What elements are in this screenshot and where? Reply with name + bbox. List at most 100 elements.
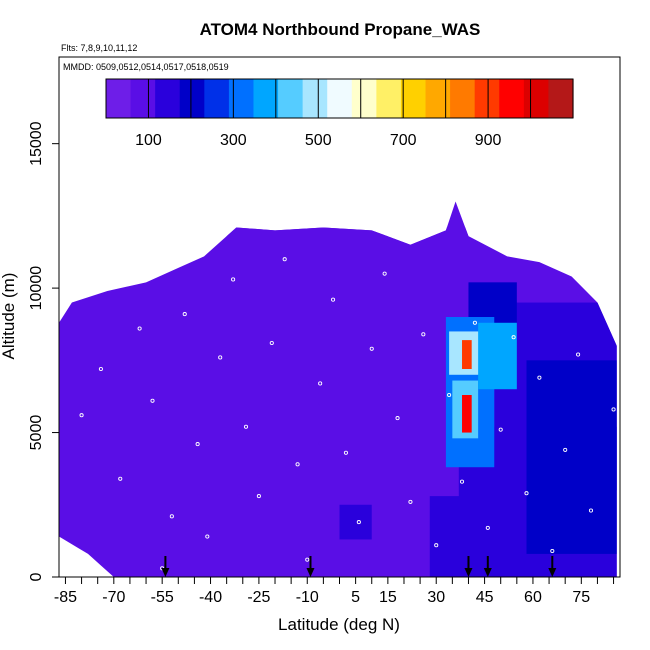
sample-point — [150, 398, 155, 403]
sample-point — [485, 525, 490, 530]
sample-point — [511, 335, 516, 340]
colorbar-swatch — [179, 79, 205, 118]
arrow-head — [306, 568, 315, 577]
colorbar-swatch — [278, 79, 304, 118]
arrow-marker — [161, 556, 170, 577]
sample-point — [169, 514, 174, 519]
colorbar-swatch — [376, 79, 402, 118]
sample-point — [343, 450, 348, 455]
sample-point — [408, 499, 413, 504]
sample-point — [218, 355, 223, 360]
sample-point — [79, 413, 84, 418]
sample-point — [182, 312, 187, 317]
sample-point — [447, 392, 452, 398]
colorbar-swatch — [130, 79, 156, 118]
concentration-cell — [462, 395, 472, 433]
sample-point — [295, 462, 300, 467]
sample-point — [524, 491, 529, 496]
x-axis-label: Latitude (deg N) — [278, 615, 400, 634]
concentration-cell — [226, 227, 469, 289]
x-tick-label: 45 — [476, 589, 494, 606]
sample-point — [576, 352, 581, 357]
sample-point — [601, 306, 606, 311]
colorbar-swatch — [106, 79, 132, 118]
x-tick-label: -55 — [151, 589, 174, 606]
concentration-cell — [462, 340, 472, 369]
sample-point — [611, 407, 616, 412]
sample-point — [588, 508, 594, 513]
x-tick-label: -10 — [296, 589, 319, 606]
colorbar-swatch — [499, 79, 525, 118]
concentration-cell — [339, 504, 372, 540]
plot-area — [59, 201, 617, 577]
sample-point — [550, 548, 555, 554]
sample-point — [243, 424, 249, 429]
concentration-cell — [478, 322, 517, 390]
colorbar-tick-label: 500 — [305, 132, 332, 149]
x-tick-label: 15 — [379, 589, 397, 606]
axes: -85 -70 -55 -40 -25 -10 5 15 30 45 60 75 0 5000 10000 1… — [28, 56, 621, 606]
arrow-marker — [483, 556, 492, 577]
sample-point — [195, 442, 200, 447]
colorbar-swatch — [450, 79, 476, 118]
sample-point — [98, 366, 103, 372]
sample-point — [256, 494, 261, 499]
colorbar-swatch — [425, 79, 451, 118]
sample-point — [269, 340, 274, 346]
colorbar-tick-label: 100 — [135, 132, 162, 149]
sample-point — [137, 326, 142, 331]
x-tick-label: 60 — [524, 589, 542, 606]
concentration-cell — [329, 418, 350, 468]
arrow-head — [464, 568, 473, 577]
sample-point — [318, 381, 323, 386]
sample-point — [382, 271, 387, 276]
concentration-field — [59, 201, 617, 577]
colorbar-frame — [105, 78, 574, 119]
sample-point — [459, 479, 465, 484]
sample-point — [563, 447, 568, 452]
arrow-marker — [306, 556, 315, 577]
concentration-cell — [429, 496, 469, 577]
colorbar-swatch — [548, 79, 574, 118]
y-tick-label: 10000 — [28, 266, 45, 311]
arrow-marker — [464, 556, 473, 577]
flights-subtitle: Flts: 7,8,9,10,11,12 — [61, 43, 137, 53]
colorbar-swatch — [523, 79, 550, 118]
y-tick-label: 0 — [28, 572, 45, 581]
concentration-cell — [187, 496, 211, 577]
colorbar-tick-label: 700 — [390, 132, 417, 149]
colorbar-swatch — [204, 79, 230, 118]
dates-subtitle: MMDD: 0509,0512,0514,0517,0518,0519 — [63, 62, 229, 72]
x-tick-label: 5 — [351, 589, 360, 606]
x-tick-label: -40 — [199, 589, 222, 606]
arrow-head — [548, 568, 557, 577]
x-tick-label: -85 — [54, 589, 77, 606]
colorbar-swatch — [228, 79, 255, 118]
concentration-cell — [387, 389, 430, 491]
sample-point — [282, 257, 287, 262]
sample-point — [434, 543, 439, 548]
sample-point — [537, 375, 542, 380]
concentration-cell — [210, 423, 243, 476]
y-tick-label: 5000 — [28, 415, 45, 451]
colorbar-tick-label: 300 — [220, 132, 247, 149]
concentration-cell — [155, 501, 172, 577]
x-tick-label: -25 — [247, 589, 270, 606]
colorbar: 100 300 500 700 900 — [105, 78, 574, 149]
sample-point — [498, 427, 503, 432]
sample-point — [205, 534, 210, 539]
sample-point — [231, 277, 236, 282]
sample-point — [118, 476, 123, 481]
sample-point — [421, 332, 426, 337]
sample-point — [369, 346, 374, 351]
x-tick-label: 75 — [572, 589, 590, 606]
colorbar-swatch — [474, 79, 500, 118]
colorbar-swatch — [253, 79, 279, 118]
colorbar-tick-label: 900 — [475, 132, 502, 149]
sample-point — [472, 320, 477, 325]
arrow-marker — [548, 556, 557, 577]
sample-point — [395, 416, 400, 421]
y-axis-label: Altitude (m) — [0, 273, 18, 360]
arrow-head — [161, 568, 170, 577]
